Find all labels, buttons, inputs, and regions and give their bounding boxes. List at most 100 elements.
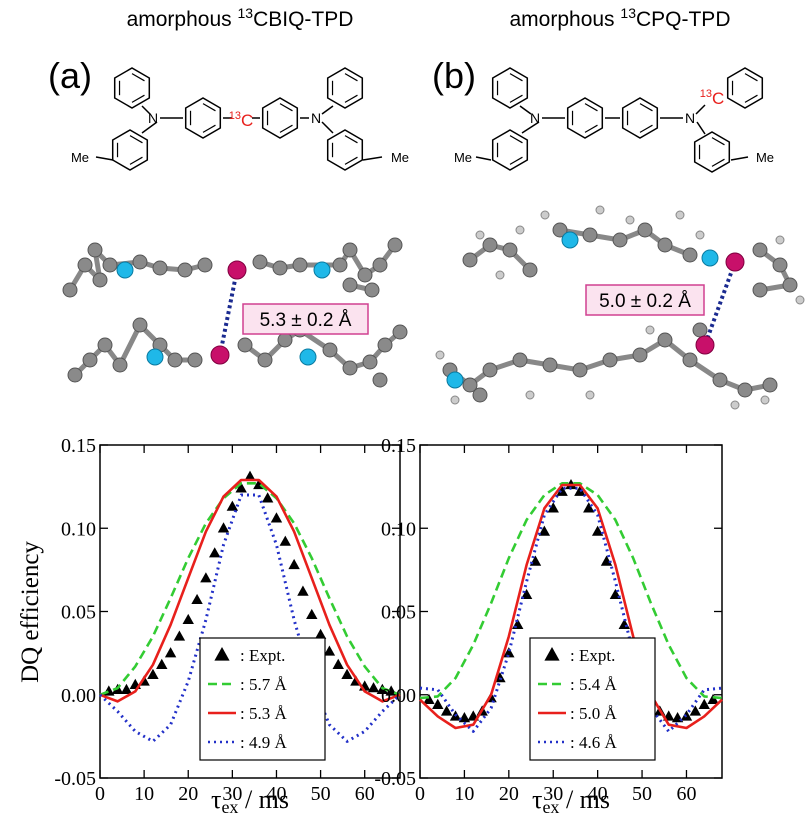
carbon-atom: [603, 353, 617, 367]
nitrogen-atom: [147, 349, 163, 365]
hydrogen-atom: [451, 396, 459, 404]
y-tick-label: 0.00: [61, 685, 96, 707]
carbon-atom: [133, 318, 147, 332]
x-axis-subscript: ex: [221, 797, 238, 814]
carbon-atom: [378, 338, 392, 352]
data-point: [218, 522, 229, 532]
carbon-atom: [323, 343, 337, 357]
labeled-carbon: 13C: [229, 110, 254, 130]
carbon-atom: [343, 361, 357, 375]
carbon-atom: [343, 243, 357, 257]
bond: [96, 157, 113, 160]
carbon-atom: [273, 261, 287, 275]
hydrogen-atom: [731, 401, 739, 409]
panel-label: (a): [48, 55, 92, 96]
carbon-atom: [103, 258, 117, 272]
panel-title: amorphous 13CBIQ-TPD: [127, 5, 354, 31]
bond: [363, 157, 382, 160]
carbon-atom: [753, 283, 767, 297]
carbon-atom: [513, 353, 527, 367]
carbon-atom: [78, 258, 92, 272]
y-tick-label: 0.15: [61, 435, 96, 457]
carbon-atom: [753, 243, 767, 257]
nitrogen-atom: [562, 232, 578, 248]
carbon-atom: [93, 273, 107, 287]
title-prefix: amorphous: [127, 8, 238, 31]
hydrogen-atom: [696, 231, 704, 239]
carbon-atom: [388, 238, 402, 252]
y-tick-label: -0.05: [54, 768, 96, 790]
data-point: [288, 559, 299, 569]
carbon-atom: [363, 355, 377, 369]
carbon-atom: [188, 353, 202, 367]
y-tick-label: -0.05: [374, 768, 416, 790]
carbon-atom: [98, 338, 112, 352]
title-prefix: amorphous: [510, 8, 621, 31]
carbon-atom: [783, 278, 797, 292]
carbon-atom: [253, 255, 267, 269]
data-point: [209, 547, 220, 557]
x-tick-label: 0: [95, 783, 105, 805]
carbon-atom: [113, 358, 127, 372]
x-axis-subscript: ex: [542, 797, 559, 814]
x-tick-label: 20: [499, 783, 519, 805]
labeled-carbon: 13C: [700, 88, 725, 108]
carbon-atom: [773, 258, 787, 272]
data-point: [271, 512, 282, 522]
carbon-atom: [238, 338, 252, 352]
data-point: [165, 647, 176, 657]
bond: [476, 157, 491, 160]
hydrogen-atom: [646, 326, 654, 334]
carbon-atom: [293, 258, 307, 272]
nitrogen-atom: [300, 349, 316, 365]
legend-label: : 4.6 Å: [570, 733, 617, 752]
hydrogen-atom: [541, 211, 549, 219]
x-tick-label: 50: [311, 783, 331, 805]
legend-label: : 5.4 Å: [570, 675, 617, 694]
methyl-label: Me: [71, 150, 89, 165]
carbon-atom: [68, 368, 82, 382]
hydrogen-atom: [796, 296, 804, 304]
data-point: [530, 556, 541, 566]
data-point: [191, 594, 202, 604]
isotope-number: 13: [229, 110, 241, 122]
hydrogen-atom: [596, 206, 604, 214]
nitrogen-label: N: [685, 110, 695, 126]
hydrogen-atom: [676, 211, 684, 219]
data-point: [306, 609, 317, 619]
carbon-atom: [483, 363, 497, 377]
hydrogen-atom: [586, 391, 594, 399]
x-tick-label: 20: [178, 783, 198, 805]
hydrogen-atom: [516, 226, 524, 234]
carbon-atom: [463, 253, 477, 267]
carbon-atom: [198, 258, 212, 272]
methyl-label: Me: [454, 150, 472, 165]
carbon-atom: [483, 238, 497, 252]
nitrogen-atom: [117, 262, 133, 278]
carbon-atom: [543, 358, 557, 372]
carbon-atom: [713, 373, 727, 387]
carbon-atom: [583, 228, 597, 242]
x-tick-label: 60: [676, 783, 696, 805]
hydrogen-atom: [526, 391, 534, 399]
distance-label: 5.0 ± 0.2 Å: [599, 291, 691, 312]
carbon-atom: [63, 283, 77, 297]
legend-label: : 5.0 Å: [570, 704, 617, 723]
carbon-atom: [613, 233, 627, 247]
x-axis-symbol: τ: [532, 785, 542, 814]
hydrogen-atom: [626, 216, 634, 224]
distance-line: [705, 262, 735, 345]
hydrogen-atom: [436, 351, 444, 359]
hydrogen-atom: [496, 271, 504, 279]
title-isotope: 13: [620, 5, 636, 21]
carbon-atom: [763, 378, 777, 392]
x-axis-unit: / ms: [559, 785, 610, 814]
data-point: [601, 556, 612, 566]
nitrogen-label: N: [311, 110, 321, 126]
nitrogen-atom: [314, 262, 330, 278]
data-point: [297, 586, 308, 596]
data-point: [156, 659, 167, 669]
nitrogen-atom: [702, 250, 718, 266]
methyl-label: Me: [756, 150, 774, 165]
data-point: [459, 712, 470, 722]
